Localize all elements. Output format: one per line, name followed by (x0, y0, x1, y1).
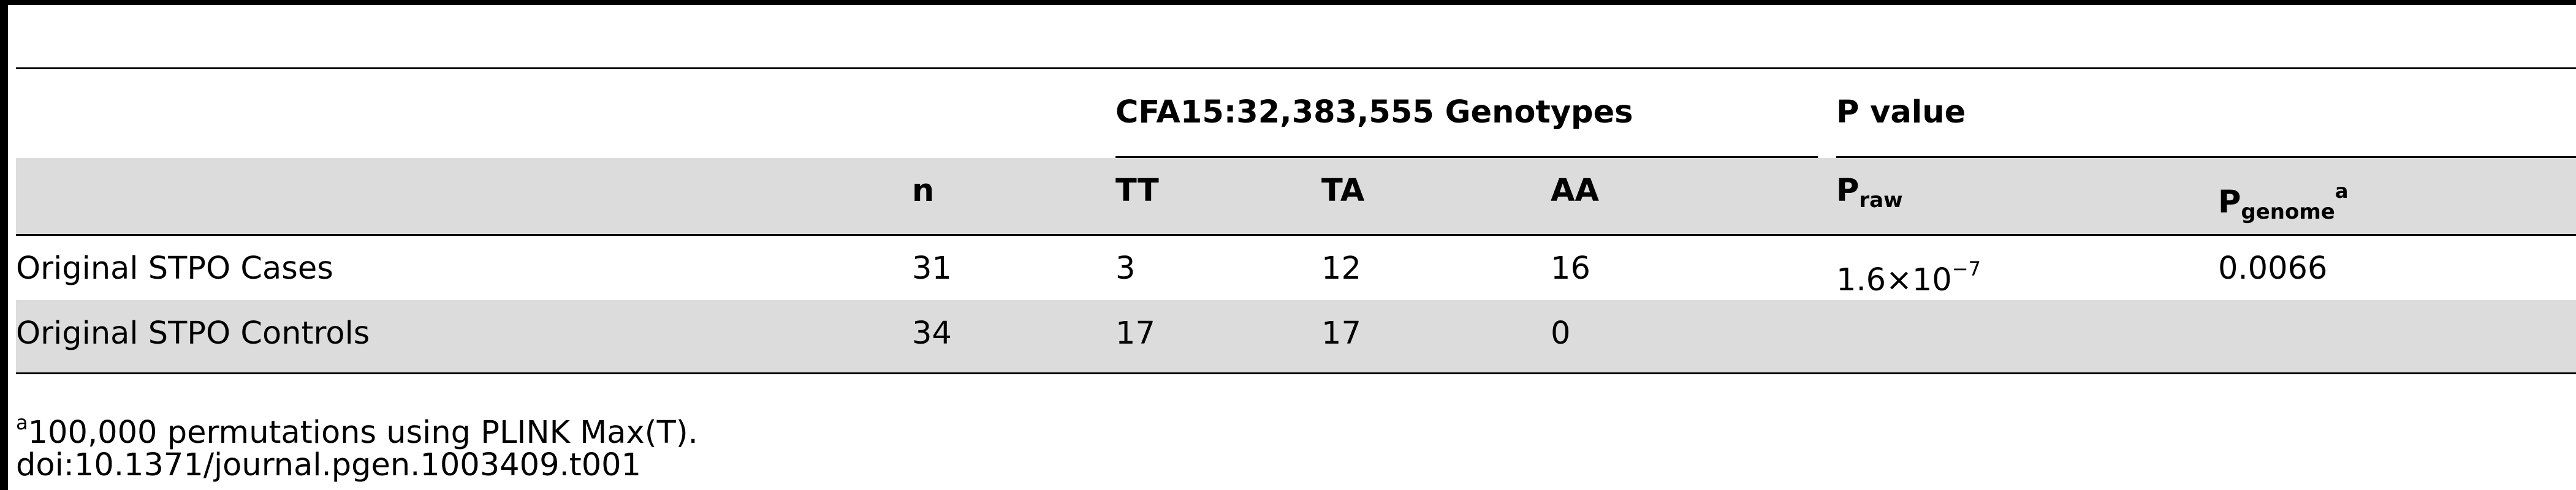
footnote-permutations: a100,000 permutations using PLINK Max(T)… (16, 404, 698, 451)
p-raw-subscript: raw (1859, 188, 1903, 213)
cell-n: 31 (912, 251, 952, 287)
top-border-rule (0, 0, 2576, 5)
row-band-shaded (16, 300, 2576, 372)
cell-aa: 16 (1551, 251, 1590, 287)
row-label: Original STPO Controls (16, 315, 370, 352)
table-top-rule (16, 67, 2576, 69)
col-header-aa: AA (1551, 173, 1599, 209)
cell-aa: 0 (1551, 315, 1571, 352)
col-header-p-raw: Praw (1836, 173, 1903, 219)
group-header-p-value: P value (1836, 94, 1966, 130)
cell-ta: 17 (1321, 315, 1361, 352)
col-header-tt: TT (1115, 173, 1159, 209)
p-genome-base: P (2218, 184, 2241, 221)
col-header-p-genome: Pgenomea (2218, 173, 2348, 230)
p-genome-subscript: genome (2241, 200, 2335, 224)
footnote-marker: a (16, 411, 28, 434)
header-bottom-rule (16, 234, 2576, 236)
p-genome-footnote-marker: a (2335, 179, 2349, 203)
genotype-table: CFA15:32,383,555 Genotypes P value n TT … (16, 0, 2576, 490)
footnote-text: 100,000 permutations using PLINK Max(T). (28, 415, 698, 451)
group-header-genotypes: CFA15:32,383,555 Genotypes (1115, 94, 1633, 130)
cell-n: 34 (912, 315, 952, 352)
p-raw-base: P (1836, 173, 1860, 209)
p-value-group-rule (1836, 156, 2576, 158)
col-header-n: n (912, 173, 935, 209)
left-border-bar (0, 0, 8, 490)
cell-tt: 3 (1115, 251, 1136, 287)
p-raw-exponent: −7 (1951, 257, 1981, 281)
p-raw-mantissa: 1.6×10 (1836, 262, 1952, 298)
table-bottom-rule (16, 372, 2576, 374)
cell-p-raw: 1.6×10−7 (1836, 251, 1981, 299)
cell-p-genome: 0.0066 (2218, 251, 2328, 287)
col-header-ta: TA (1321, 173, 1365, 209)
cell-ta: 12 (1321, 251, 1361, 287)
genotypes-group-rule (1115, 156, 1818, 158)
cell-tt: 17 (1115, 315, 1155, 352)
doi-line: doi:10.1371/journal.pgen.1003409.t001 (16, 447, 642, 483)
row-label: Original STPO Cases (16, 251, 333, 287)
column-header-band (16, 158, 2576, 234)
